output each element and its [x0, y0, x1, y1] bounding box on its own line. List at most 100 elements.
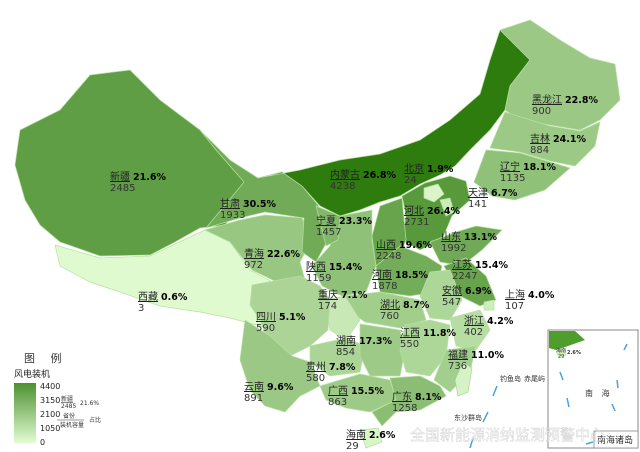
- province-name: 福建: [448, 348, 468, 361]
- province-山东[interactable]: [429, 225, 503, 267]
- legend-example-name: 新疆: [61, 395, 73, 403]
- province-share: 15.5%: [351, 386, 384, 397]
- province-name: 新疆: [110, 170, 130, 183]
- province-share: 2.6%: [369, 430, 396, 441]
- province-capacity: 863: [328, 397, 347, 408]
- province-name: 吉林: [530, 132, 550, 145]
- legend-subtitle: 风电装机: [14, 368, 50, 380]
- province-capacity: 972: [244, 260, 263, 271]
- province-辽宁[interactable]: [473, 149, 571, 201]
- diaoyu-label: 钓鱼岛: [500, 374, 521, 383]
- province-黑龙江[interactable]: [499, 19, 621, 131]
- watermark: 全国新能源消纳监测预警中心: [410, 426, 605, 444]
- province-name: 山西: [376, 239, 396, 251]
- province-share: 19.6%: [399, 240, 432, 251]
- province-上海[interactable]: [483, 299, 495, 311]
- legend-key-share: 占比: [89, 416, 101, 424]
- province-海南[interactable]: [359, 427, 383, 449]
- province-capacity: 884: [530, 145, 549, 156]
- province-capacity: 2731: [404, 217, 429, 228]
- province-浙江[interactable]: [449, 309, 491, 351]
- inset-hainan-name: 海南: [556, 347, 566, 354]
- province-name: 甘肃: [220, 197, 240, 210]
- legend-gradient: [14, 383, 36, 443]
- province-share: 13.1%: [464, 232, 497, 243]
- province-内蒙古[interactable]: [257, 25, 531, 217]
- province-capacity: 402: [464, 327, 483, 338]
- province-share: 26.8%: [363, 170, 396, 181]
- province-name: 天津: [468, 187, 488, 199]
- province-云南[interactable]: [239, 319, 321, 413]
- province-name: 安徽: [442, 284, 462, 297]
- province-capacity: 2247: [452, 271, 477, 282]
- province-重庆[interactable]: [324, 295, 361, 341]
- province-share: 30.5%: [243, 199, 276, 210]
- chiwei-label: 赤尾屿: [524, 374, 545, 383]
- legend-tick: 1050: [40, 424, 60, 433]
- province-share: 0.6%: [161, 292, 188, 303]
- province-share: 15.4%: [329, 262, 362, 273]
- province-name: 重庆: [318, 288, 338, 301]
- province-capacity: 550: [400, 339, 419, 350]
- legend-tick: 0: [40, 438, 45, 447]
- province-name: 四川: [256, 312, 276, 323]
- province-capacity: 1933: [220, 210, 245, 221]
- province-capacity: 580: [306, 373, 325, 384]
- province-name: 黑龙江: [532, 93, 562, 106]
- province-share: 1.9%: [427, 164, 454, 175]
- province-name: 宁夏: [316, 214, 336, 227]
- province-安徽[interactable]: [419, 269, 463, 321]
- province-陕西[interactable]: [311, 209, 377, 297]
- legend-tick: 4400: [40, 382, 60, 391]
- province-label: 西藏3 0.6%: [138, 291, 188, 314]
- province-name: 西藏: [138, 291, 158, 303]
- province-capacity: 547: [442, 297, 461, 308]
- province-capacity: 891: [244, 393, 263, 404]
- province-北京[interactable]: [423, 183, 445, 203]
- province-share: 11.0%: [471, 350, 504, 361]
- province-广东[interactable]: [371, 375, 447, 427]
- province-capacity: 736: [448, 361, 467, 372]
- province-name: 湖北: [380, 299, 400, 311]
- province-name: 广东: [392, 390, 412, 403]
- province-广西[interactable]: [319, 373, 397, 413]
- province-share: 6.7%: [491, 188, 518, 199]
- province-青海[interactable]: [204, 214, 313, 287]
- province-宁夏[interactable]: [315, 205, 341, 247]
- province-吉林[interactable]: [489, 111, 601, 167]
- legend-key-name: 省份: [63, 412, 75, 420]
- province-share: 8.1%: [415, 392, 442, 403]
- province-天津[interactable]: [439, 197, 455, 217]
- province-share: 22.8%: [565, 95, 598, 106]
- province-capacity: 4238: [330, 181, 355, 192]
- province-share: 18.5%: [395, 270, 428, 281]
- province-name: 浙江: [464, 315, 484, 327]
- province-name: 北京: [404, 162, 424, 175]
- province-share: 8.7%: [403, 300, 430, 311]
- province-capacity: 3: [138, 303, 144, 314]
- legend-tick: 3150: [40, 396, 60, 405]
- province-江西[interactable]: [399, 319, 451, 377]
- legend: 图 例 风电装机 4400 3150 2100 1050 0 新疆 2485 21.6%…: [14, 351, 101, 447]
- province-湖南[interactable]: [359, 323, 406, 377]
